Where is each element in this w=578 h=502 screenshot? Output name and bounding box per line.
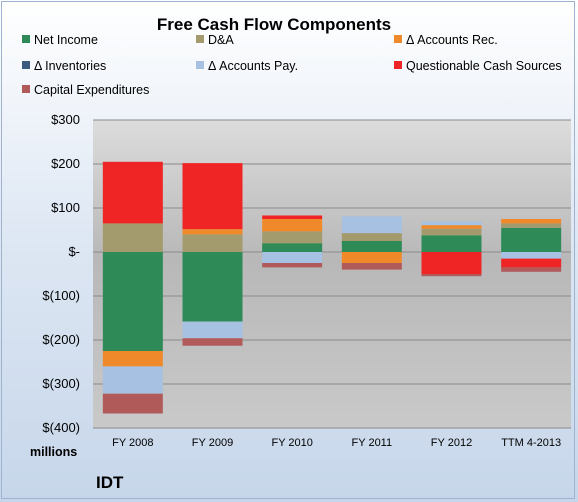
legend-swatch-accounts-pay: [196, 61, 204, 69]
bar-fy-2011-capital-expenditures: [341, 263, 402, 270]
y-tick-label: $-: [68, 244, 80, 259]
bar-fy-2010-accounts-pay: [262, 252, 323, 263]
legend-label-questionable-cash-sources: Questionable Cash Sources: [406, 59, 562, 73]
company-label: IDT: [96, 473, 124, 492]
y-tick-label: $(200): [42, 332, 80, 347]
x-tick-label: FY 2010: [271, 437, 312, 449]
bar-ttm-4-2013-capital-expenditures: [501, 267, 562, 272]
bar-fy-2012-accounts-rec: [421, 225, 482, 229]
bar-fy-2008-accounts-pay: [102, 366, 163, 394]
bar-fy-2009-accounts-rec: [182, 229, 243, 235]
bars: [102, 161, 562, 414]
x-tick-label: FY 2011: [352, 437, 393, 449]
legend-label-d-a: D&A: [208, 33, 234, 47]
y-axis: $300 $200 $100 $- $(100) $(200) $(300) $(400): [42, 112, 80, 435]
y-tick-label: $300: [51, 112, 80, 127]
bar-ttm-4-2013-accounts-rec: [501, 219, 562, 224]
x-tick-label: FY 2008: [112, 437, 153, 449]
y-tick-label: $(300): [42, 376, 80, 391]
x-tick-label: TTM 4-2013: [501, 437, 561, 449]
legend-label-net-income: Net Income: [34, 33, 98, 47]
y-tick-label: $100: [51, 200, 80, 215]
bar-fy-2012-d-a: [421, 228, 482, 236]
bar-fy-2010-capital-expenditures: [262, 263, 323, 268]
bar-fy-2011-accounts-pay: [341, 216, 402, 234]
bar-fy-2008-d-a: [102, 223, 163, 252]
legend-swatch-capital-expenditures: [22, 85, 30, 93]
bar-fy-2011-net-income: [341, 241, 402, 252]
bar-fy-2012-net-income: [421, 235, 482, 252]
legend-swatch-accounts-rec: [394, 35, 402, 43]
bar-fy-2009-d-a: [182, 234, 243, 252]
legend-swatch-inventories: [22, 61, 30, 69]
bar-fy-2012-capital-expenditures: [421, 274, 482, 277]
gridlines: [93, 119, 571, 429]
legend: Net Income D&A Δ Accounts Rec. Δ Inventorie…: [22, 33, 562, 97]
bar-fy-2011-accounts-rec: [341, 252, 402, 263]
bar-fy-2010-accounts-rec: [262, 219, 323, 232]
bar-ttm-4-2013-accounts-pay: [501, 252, 562, 259]
y-tick-label: $200: [51, 156, 80, 171]
bar-fy-2008-questionable-cash-sources: [102, 161, 163, 224]
bar-fy-2008-accounts-rec: [102, 351, 163, 367]
legend-label-accounts-rec: Δ Accounts Rec.: [406, 33, 498, 47]
legend-swatch-questionable-cash-sources: [394, 61, 402, 69]
units-label: millions: [30, 445, 77, 459]
bar-fy-2012-questionable-cash-sources: [421, 252, 482, 274]
bar-fy-2011-d-a: [341, 233, 402, 241]
bar-fy-2008-net-income: [102, 252, 163, 351]
x-tick-label: FY 2012: [431, 437, 472, 449]
bar-fy-2010-net-income: [262, 243, 323, 252]
legend-label-accounts-pay: Δ Accounts Pay.: [208, 59, 298, 73]
x-tick-label: FY 2009: [192, 437, 233, 449]
y-tick-label: $(400): [42, 420, 80, 435]
bar-fy-2009-questionable-cash-sources: [182, 163, 243, 230]
bar-fy-2010-questionable-cash-sources: [262, 215, 323, 219]
bar-fy-2010-d-a: [262, 231, 323, 244]
y-tick-label: $(100): [42, 288, 80, 303]
bar-fy-2008-capital-expenditures: [102, 393, 163, 414]
legend-label-inventories: Δ Inventories: [34, 59, 106, 73]
bar-fy-2009-capital-expenditures: [182, 338, 243, 346]
bar-fy-2009-accounts-pay: [182, 321, 243, 339]
plot-area: [93, 120, 571, 428]
chart-title: Free Cash Flow Components: [157, 15, 391, 34]
bar-fy-2009-net-income: [182, 252, 243, 322]
bar-ttm-4-2013-questionable-cash-sources: [501, 258, 562, 268]
bar-ttm-4-2013-net-income: [501, 227, 562, 252]
legend-swatch-net-income: [22, 35, 30, 43]
bar-fy-2012-accounts-pay: [421, 221, 482, 226]
legend-label-capital-expenditures: Capital Expenditures: [34, 83, 149, 97]
x-axis: FY 2008 FY 2009 FY 2010 FY 2011 FY 2012 TTM 4…: [112, 437, 561, 449]
bar-ttm-4-2013-d-a: [501, 223, 562, 228]
legend-swatch-d-a: [196, 35, 204, 43]
